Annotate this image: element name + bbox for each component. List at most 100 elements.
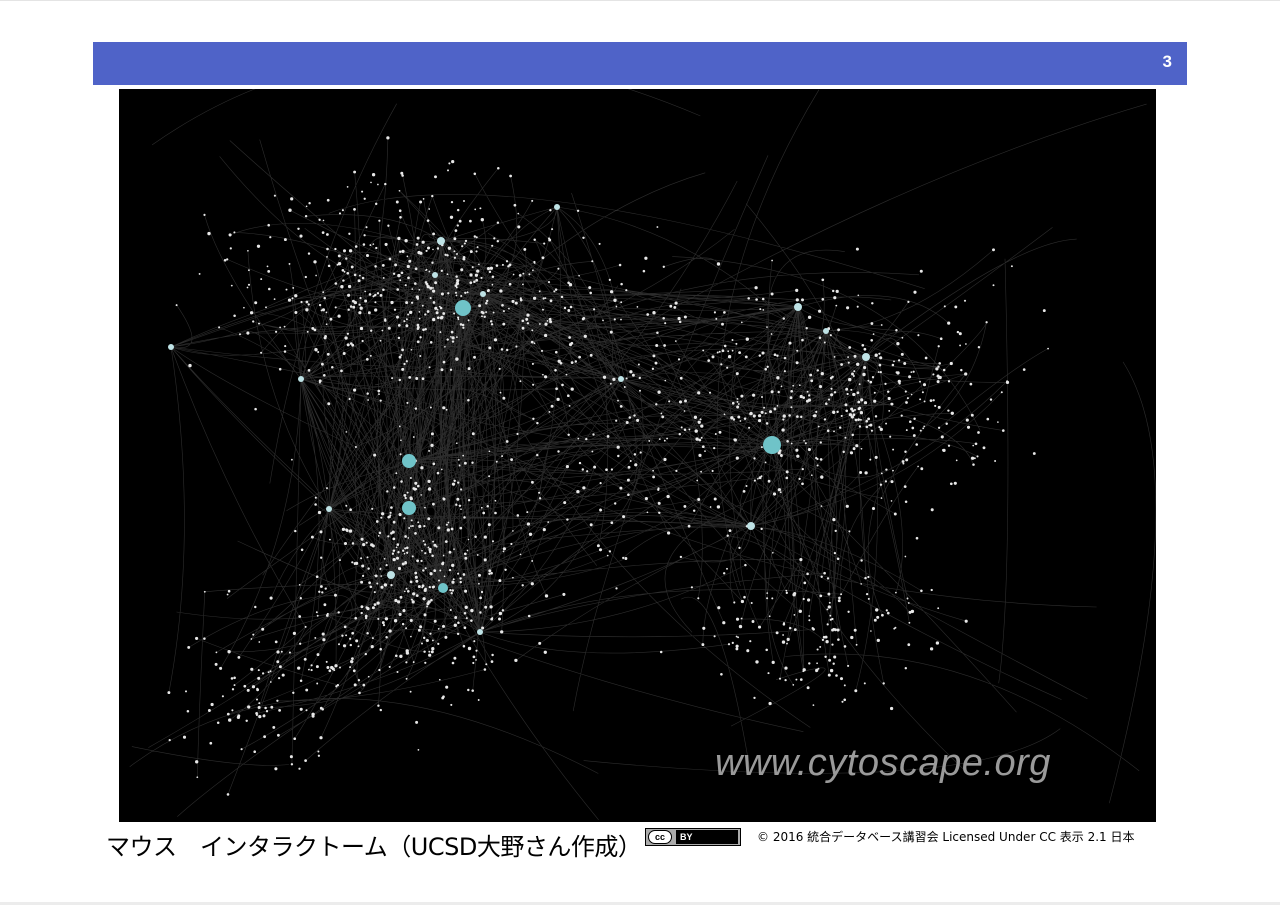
network-node	[713, 497, 717, 501]
network-node	[431, 639, 434, 642]
network-node	[786, 440, 789, 443]
network-node	[393, 619, 398, 623]
network-node	[833, 296, 837, 300]
network-node	[935, 641, 940, 645]
network-node	[231, 709, 234, 712]
network-node	[305, 688, 309, 692]
network-node	[826, 608, 829, 611]
network-node	[711, 355, 715, 359]
network-node	[486, 289, 490, 293]
network-node	[923, 425, 926, 428]
network-node	[214, 662, 218, 666]
network-node	[365, 358, 369, 361]
network-node	[480, 218, 484, 222]
network-node	[888, 409, 891, 412]
network-node	[327, 264, 331, 268]
network-node	[620, 282, 623, 286]
network-node	[732, 418, 736, 421]
network-node	[466, 549, 469, 552]
network-node	[230, 284, 233, 287]
network-node	[436, 471, 440, 475]
network-node	[496, 221, 500, 224]
network-node	[401, 622, 405, 626]
node-layer	[167, 136, 1049, 796]
network-node	[823, 571, 826, 575]
network-node	[401, 249, 405, 254]
network-node	[438, 678, 441, 681]
network-node	[642, 269, 646, 273]
network-node	[624, 557, 628, 560]
network-node	[782, 317, 785, 320]
network-node	[337, 261, 342, 266]
network-node	[344, 336, 348, 340]
network-node	[416, 559, 419, 563]
network-node	[457, 318, 460, 321]
network-node	[397, 238, 400, 241]
network-node	[453, 312, 456, 315]
network-node	[261, 627, 265, 631]
network-node	[847, 610, 850, 613]
network-node	[768, 701, 772, 706]
network-node	[839, 426, 842, 429]
network-node	[300, 548, 304, 552]
network-node	[376, 582, 379, 585]
network-node	[527, 614, 531, 618]
network-node	[379, 568, 382, 571]
network-node	[785, 589, 788, 592]
network-node	[315, 575, 319, 579]
network-node	[560, 295, 564, 299]
network-node	[938, 362, 941, 365]
hub-node	[455, 300, 471, 316]
network-node	[619, 486, 623, 490]
network-node	[456, 336, 458, 338]
network-node	[410, 348, 413, 351]
network-node	[254, 407, 257, 411]
network-node	[299, 707, 303, 711]
network-node	[771, 660, 775, 665]
network-node	[663, 439, 666, 442]
network-node	[841, 700, 844, 703]
network-node	[795, 448, 799, 452]
network-node	[424, 506, 426, 509]
network-node	[657, 501, 661, 505]
network-node	[880, 497, 883, 499]
network-node	[896, 342, 900, 346]
network-node	[479, 611, 482, 614]
network-node	[836, 410, 839, 414]
network-node	[721, 322, 724, 326]
network-node	[275, 330, 278, 333]
network-node	[788, 626, 792, 630]
network-node	[371, 544, 375, 548]
network-node	[690, 586, 694, 589]
network-node	[432, 540, 435, 543]
network-node	[736, 405, 740, 409]
network-node	[476, 246, 479, 249]
network-node	[478, 263, 480, 266]
network-node	[351, 657, 354, 660]
network-node	[321, 591, 324, 594]
network-node	[860, 559, 863, 562]
network-node	[662, 265, 665, 268]
network-node	[777, 488, 781, 492]
cc-by-badge[interactable]: cc BY	[645, 828, 741, 846]
network-node	[921, 391, 924, 394]
network-node	[487, 523, 491, 527]
network-node	[718, 350, 721, 353]
network-node	[354, 245, 358, 248]
network-node	[439, 569, 442, 572]
network-node	[908, 621, 911, 624]
network-node	[463, 516, 466, 519]
network-node	[428, 366, 431, 369]
network-node	[311, 712, 315, 716]
network-node	[683, 315, 687, 319]
network-node	[352, 305, 356, 309]
network-node	[767, 479, 771, 483]
network-node	[869, 458, 872, 461]
network-node	[821, 278, 825, 282]
network-node	[937, 405, 941, 409]
network-node	[482, 511, 486, 515]
network-node	[294, 294, 298, 298]
network-node	[405, 324, 409, 328]
network-node	[278, 665, 282, 669]
network-node	[310, 669, 313, 672]
